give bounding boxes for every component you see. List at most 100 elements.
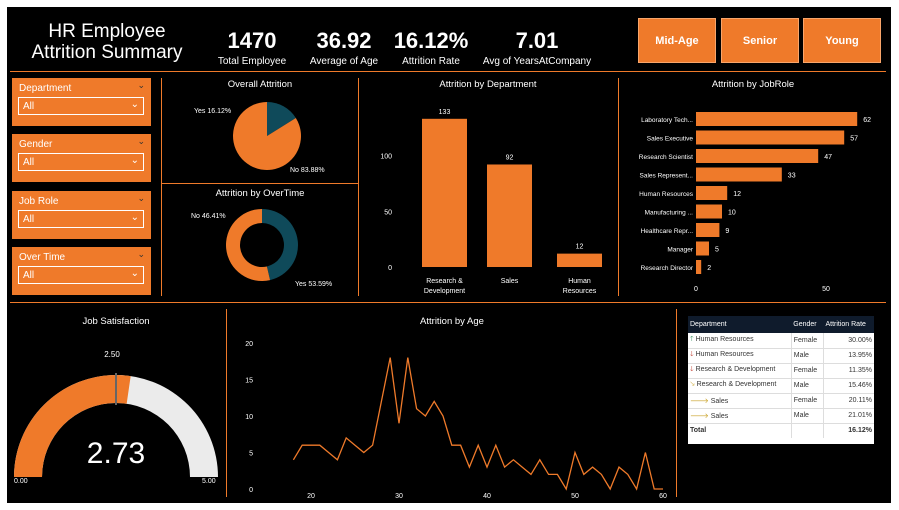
data-label: 12 [733, 191, 741, 198]
slicer-gender: Gender ⌄ All ⌄ [12, 134, 151, 182]
slicer-label: Gender [19, 139, 53, 150]
gauge-value: 2.73 [87, 437, 145, 470]
cell-attrition-rate: 13.95% [822, 348, 874, 364]
bar[interactable] [696, 241, 709, 256]
cell-department: 🡒 Sales [688, 393, 792, 409]
gauge-fill [14, 375, 131, 477]
slicer-label: Job Role [19, 196, 59, 207]
kpi-label: Average of Age [309, 56, 379, 67]
data-label: 5 [715, 247, 719, 254]
gauge-max-label: 5.00 [202, 478, 216, 485]
segment-button-young[interactable]: Young [803, 18, 881, 63]
slicer-label: Over Time [19, 252, 66, 263]
bar[interactable] [487, 164, 532, 267]
dashboard: HR Employee Attrition Summary 1470 Total… [7, 7, 891, 503]
chevron-down-icon[interactable]: ⌄ [137, 80, 145, 90]
kpi-value: 7.01 [515, 28, 559, 53]
bar[interactable] [696, 149, 819, 163]
department-bar-chart[interactable]: 0 50 100 133 Research & Development 92 Sales 12 H… [362, 91, 614, 297]
table-row[interactable]: 🡖 Research & Development Male 15.46% [688, 378, 874, 394]
trend-right-icon: 🡒 [690, 413, 709, 420]
job-satisfaction-gauge[interactable]: 2.50 2.73 0.00 5.00 [10, 327, 222, 503]
table-row[interactable]: 🡓 Research & Development Female 11.35% [688, 363, 874, 379]
pie-slice-yes[interactable] [267, 102, 296, 136]
trend-diagonal-icon: 🡖 [690, 381, 695, 388]
x-tick-label: 50 [822, 286, 830, 293]
table-row[interactable]: 🡓 Human Resources Male 13.95% [688, 348, 874, 364]
x-tick-label: Research & [426, 278, 463, 285]
bar[interactable] [696, 186, 728, 200]
data-label: 12 [576, 244, 584, 251]
gender-dropdown[interactable]: All ⌄ [18, 153, 144, 171]
table-row[interactable]: 🡒 Sales Male 21.01% [688, 408, 874, 424]
trend-down-icon: 🡓 [690, 366, 694, 373]
table-header-department[interactable]: Department [688, 316, 792, 333]
overtime-attrition-donut[interactable]: No 46.41% Yes 53.59% [165, 199, 355, 294]
bar[interactable] [696, 130, 845, 145]
bar[interactable] [696, 112, 858, 126]
x-tick-label: Human [568, 278, 591, 285]
age-series-line[interactable] [292, 357, 663, 491]
chevron-down-icon[interactable]: ⌄ [137, 193, 145, 203]
cell-department: 🡖 Research & Development [688, 378, 792, 394]
donut-label-no: No 46.41% [191, 213, 226, 220]
table-header-attrition-rate[interactable]: Attrition Rate [823, 316, 874, 333]
table-row[interactable]: 🡒 Sales Female 20.11% [688, 393, 874, 409]
y-tick-label: Sales Executive [647, 136, 694, 143]
y-tick-label: 100 [380, 154, 392, 161]
dropdown-value: All [23, 157, 35, 168]
department-text: Sales [710, 413, 729, 420]
kpi-avg-years-at-company: 7.01 Avg of YearsAtCompany [480, 29, 594, 68]
over-time-dropdown[interactable]: All ⌄ [18, 266, 144, 284]
pie-slice-no[interactable] [233, 102, 301, 170]
x-tick-label: Resources [563, 288, 597, 295]
age-line-chart[interactable]: 0 5 10 15 20 20 30 40 50 60 [231, 327, 673, 499]
cell-gender: Female [790, 363, 824, 379]
kpi-attrition-rate: 16.12% Attrition Rate [389, 29, 473, 68]
job-role-dropdown[interactable]: All ⌄ [18, 210, 144, 228]
x-tick-label: Sales [501, 278, 519, 285]
x-tick-label: 50 [571, 493, 579, 499]
y-tick-label: 10 [245, 414, 253, 421]
cell-department: 🡓 Human Resources [688, 348, 792, 364]
department-dropdown[interactable]: All ⌄ [18, 97, 144, 115]
slicer-over-time: Over Time ⌄ All ⌄ [12, 247, 151, 295]
chevron-down-icon[interactable]: ⌄ [137, 136, 145, 146]
slicer-job-role: Job Role ⌄ All ⌄ [12, 191, 151, 239]
table-header-gender[interactable]: Gender [791, 316, 824, 333]
department-text: Research & Development [695, 366, 776, 373]
trend-down-icon: 🡓 [690, 351, 694, 358]
segment-button-mid-age[interactable]: Mid-Age [638, 18, 716, 63]
bar[interactable] [696, 260, 702, 274]
bar[interactable] [696, 167, 782, 182]
total-gender [790, 422, 824, 438]
data-label: 62 [863, 117, 871, 124]
attrition-table: Department Gender Attrition Rate 🡑 Human… [688, 316, 874, 444]
overall-attrition-pie[interactable]: Yes 16.12% No 83.88% [165, 89, 355, 181]
bar[interactable] [696, 223, 720, 237]
y-tick-label: Manager [667, 247, 693, 254]
segment-button-senior[interactable]: Senior [721, 18, 799, 63]
x-tick-label: Development [424, 288, 465, 295]
gauge-target-label: 2.50 [104, 350, 120, 359]
pie-slice-no[interactable] [262, 209, 298, 281]
kpi-label: Avg of YearsAtCompany [482, 56, 592, 67]
y-tick-label: Research Director [641, 265, 694, 272]
jobrole-chart-title: Attrition by JobRole [711, 79, 795, 90]
slicer-department: Department ⌄ All ⌄ [12, 78, 151, 126]
pie-slice-yes[interactable] [226, 209, 271, 281]
table-row[interactable]: 🡑 Human Resources Female 30.00% [688, 333, 874, 349]
x-tick-label: 40 [483, 493, 491, 499]
jobrole-bar-chart[interactable]: Laboratory Tech... 62 Sales Executive 57 Res… [622, 91, 884, 297]
data-label: 92 [506, 154, 514, 161]
cell-gender: Male [790, 408, 824, 424]
bar[interactable] [422, 118, 467, 267]
bar[interactable] [557, 253, 602, 267]
department-chart-title: Attrition by Department [439, 79, 537, 90]
chevron-down-icon[interactable]: ⌄ [137, 249, 145, 259]
cell-attrition-rate: 21.01% [822, 408, 874, 424]
y-tick-label: Sales Represent... [640, 173, 694, 180]
divider [10, 71, 886, 72]
bar[interactable] [696, 204, 722, 219]
dropdown-value: All [23, 214, 35, 225]
